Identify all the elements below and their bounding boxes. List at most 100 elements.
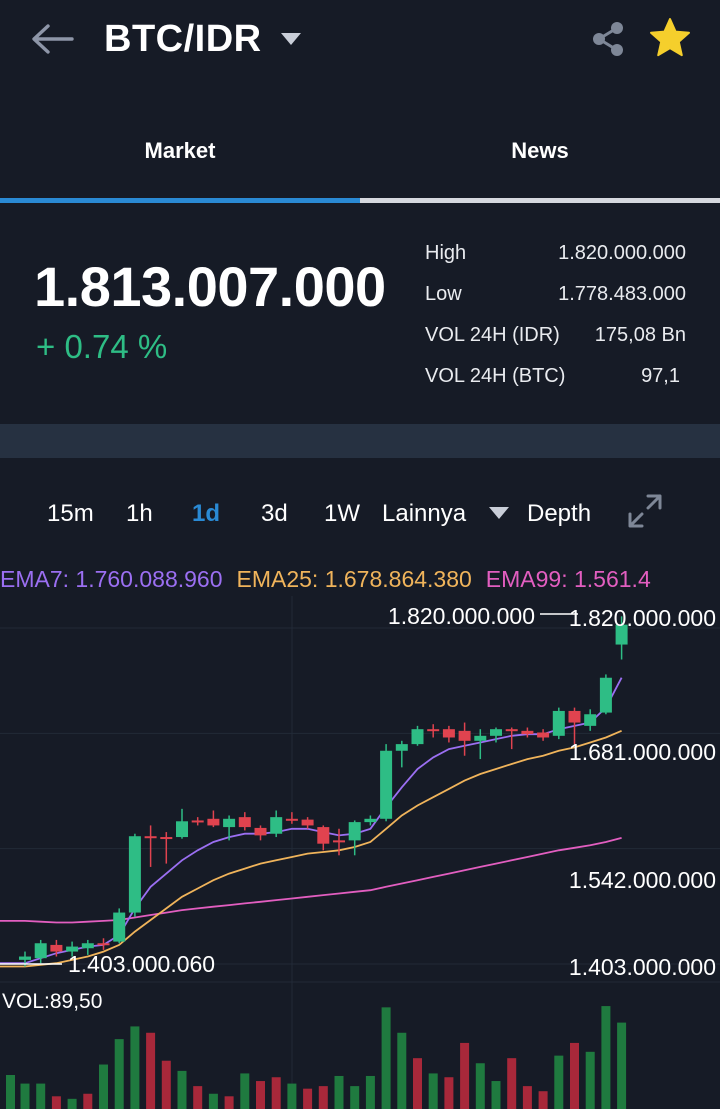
interval-3d[interactable]: 3d [261,500,288,527]
pair-title[interactable]: BTC/IDR [104,18,262,60]
interval-selector: 15m 1h 1d 3d 1W Lainnya Depth [0,458,720,558]
candle-body [160,837,173,840]
candle-body [474,735,487,741]
candle-body [66,946,79,952]
volume-bar [522,1086,532,1109]
stat-value-vol-idr: 175,08 Bn [594,324,686,346]
share-icon[interactable] [590,20,626,58]
section-divider [0,424,720,458]
candle-body [599,677,612,713]
volume-bar [413,1058,422,1109]
stat-value-vol-btc: 97,1 [641,365,680,387]
interval-1d[interactable]: 1d [192,500,221,527]
volume-bar [570,1042,579,1109]
interval-1h[interactable]: 1h [126,500,153,527]
last-price: 1.813.007.000 [34,255,386,318]
volume-bar [193,1086,203,1109]
volume-bar [20,1083,30,1109]
volume-bar [381,1007,391,1109]
volume-bar [303,1088,313,1109]
candle-body [191,820,204,823]
y-axis-tick-label: 1.681.000.000 [569,739,716,765]
stat-value-high: 1.820.000.000 [558,242,686,264]
volume-bar [585,1051,595,1109]
back-arrow-icon[interactable] [28,18,78,62]
candle-body [490,729,502,736]
volume-bar [51,1096,61,1109]
low-marker-label: 1.403.000.060 [68,951,215,977]
volume-bar [397,1032,407,1109]
candle-body [505,729,518,732]
candle-body [411,729,424,745]
stat-label-vol-idr: VOL 24H (IDR) [425,324,560,346]
volume-bar [601,1006,611,1109]
candle-body [395,744,408,751]
candle-body [615,624,628,645]
volume-bar [287,1083,297,1109]
candle-body [537,732,550,738]
volume-bar [318,1086,328,1109]
ema99-line [0,837,622,924]
volume-bar [617,1022,627,1109]
interval-15m[interactable]: 15m [47,500,94,527]
candle-body [254,827,267,836]
volume-bar [428,1073,438,1109]
volume-bar [334,1075,344,1109]
volume-bar [554,1055,564,1109]
chevron-down-icon[interactable] [488,506,510,520]
stat-label-low: Low [425,283,462,305]
candle-body [81,943,94,949]
chevron-down-icon[interactable] [280,32,302,46]
volume-bar [208,1093,218,1109]
price-change-percent: + 0.74 % [36,328,168,365]
interval-1w[interactable]: 1W [324,500,360,527]
candle-body [207,818,220,826]
expand-icon[interactable] [626,492,664,530]
tab-market[interactable]: Market [144,138,216,163]
candle-body [333,840,345,843]
volume-bar [475,1063,485,1109]
volume-bar [114,1039,124,1109]
volume-bar [67,1098,77,1109]
candle-body [176,821,188,838]
volume-bar [6,1075,15,1109]
more-intervals-dropdown[interactable]: Lainnya [382,500,467,527]
ema7-line [0,677,623,965]
candlestick-chart[interactable]: 1.820.000.000 1.681.000.000 1.542.000.000 1… [0,596,720,1109]
volume-bar [507,1058,517,1109]
volume-bar [256,1081,265,1109]
volume-bar [146,1032,156,1109]
volume-bar [83,1093,93,1109]
tab-bar: Market News [0,108,720,204]
volume-bar [538,1091,548,1109]
volume-bar [177,1070,187,1109]
candle-body [552,710,565,736]
candle-body [128,836,141,913]
tab-active-indicator [0,198,360,203]
high-marker-label: 1.820.000.000 [388,603,535,629]
volume-bar [271,1077,281,1109]
volume-bar [460,1042,470,1109]
tab-news[interactable]: News [511,138,569,163]
candle-body [97,943,110,946]
candle-body [270,817,283,834]
candle-body [144,836,157,839]
depth-tab[interactable]: Depth [527,500,592,527]
candle-body [19,956,31,960]
volume-bar [365,1075,375,1109]
top-bar: BTC/IDR [0,0,720,88]
candle-body [50,944,63,952]
candle-body [521,730,534,735]
stat-value-low: 1.778.483.000 [558,283,686,305]
candle-body [584,714,597,726]
tab-inactive-indicator [360,198,720,203]
candle-body [223,818,236,828]
ema25-line [0,729,622,968]
ema7-readout: EMA7: 1.760.088.960 [0,566,223,592]
ema-legend: EMA7: 1.760.088.960 EMA25: 1.678.864.380 E… [0,566,720,596]
star-icon[interactable] [648,16,692,60]
volume-bar [491,1081,501,1109]
volume-bar [36,1083,46,1109]
volume-bar [130,1026,140,1109]
volume-bar [224,1096,234,1109]
